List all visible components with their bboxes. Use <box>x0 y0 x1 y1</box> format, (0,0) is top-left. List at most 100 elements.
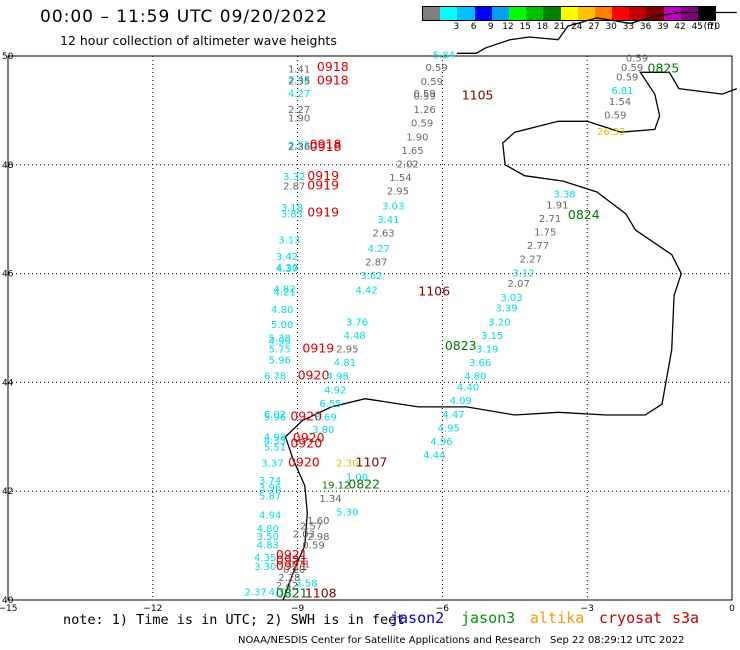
wave-height-value: 3.83 <box>281 210 303 221</box>
wave-height-value: 0.59 <box>616 72 638 83</box>
pass-time-label: 0920 <box>293 430 325 445</box>
longitude-tick-label: −6 <box>436 604 450 614</box>
wave-height-value: 2.48 <box>288 75 310 86</box>
legend-tick-label: 39 <box>657 22 669 32</box>
wave-height-value: 2.57 <box>300 521 322 532</box>
wave-height-value: 3.96 <box>259 483 281 494</box>
wave-height-value: 1.90 <box>406 132 428 143</box>
map-frame <box>7 55 733 601</box>
wave-height-value: 4.80 <box>464 372 486 383</box>
legend-swatch <box>526 7 544 20</box>
wave-height-value: 4.35 <box>254 553 276 564</box>
wave-height-value: 3.32 <box>283 172 305 183</box>
legend-swatch <box>698 7 716 20</box>
wave-height-value: 3.76 <box>346 317 368 328</box>
legend-swatch <box>457 7 475 20</box>
wave-height-value: 6.55 <box>319 399 341 410</box>
wave-height-value: 1.41 <box>288 64 310 75</box>
wave-height-value: 2.95 <box>387 187 409 198</box>
wave-height-value: 5.30 <box>336 508 358 519</box>
wave-height-value: 0.20 <box>283 565 305 576</box>
wave-height-value: 4.40 <box>457 383 479 394</box>
wave-height-value: 3.38 <box>553 189 575 200</box>
wave-height-value: 2.03 <box>293 529 315 540</box>
wave-height-value: 5.96 <box>269 355 291 366</box>
longitude-tick-label: −15 <box>0 604 18 614</box>
wave-height-value: 1.34 <box>319 494 341 505</box>
page-subtitle: 12 hour collection of altimeter wave hei… <box>60 33 337 48</box>
wave-height-value: 1.26 <box>413 105 435 116</box>
wave-height-value: 4.44 <box>423 451 445 462</box>
pass-time-label: 0918 <box>317 59 349 74</box>
wave-height-value: 4.37 <box>276 264 298 275</box>
coastline <box>456 11 737 54</box>
pass-time-label: 0919 <box>302 340 334 355</box>
footer-timestamp: Sep 22 08:29:12 UTC 2022 <box>550 635 685 646</box>
pass-time-label: 0918 <box>310 136 342 151</box>
longitude-tick-label: −12 <box>143 604 162 614</box>
wave-height-value: 4.27 <box>288 89 310 100</box>
wave-height-value: 1.75 <box>534 228 556 239</box>
legend-swatch <box>440 7 458 20</box>
longitude-tick-label: 0 <box>729 604 735 614</box>
wave-height-value: 4.42 <box>356 286 378 297</box>
wave-height-value: 2.55 <box>288 140 310 151</box>
legend-unit-label: (ft) <box>703 22 718 32</box>
wave-height-value: 4.48 <box>343 331 365 342</box>
wave-height-value: 0.59 <box>421 77 443 88</box>
wave-height-value: 2.36 <box>288 142 310 153</box>
latitude-tick-label: 46 <box>2 270 14 280</box>
wave-height-value: 0.59 <box>413 92 435 103</box>
legend-swatch <box>646 7 664 20</box>
legend-tick-label: 33 <box>622 22 635 32</box>
pass-time-label: 0920 <box>298 368 330 383</box>
satellite-jason2-label: jason2 <box>390 609 445 627</box>
pass-time-label: 0920 <box>288 455 320 470</box>
wave-height-value: 4.30 <box>276 263 298 274</box>
wave-height-value: 2.63 <box>372 229 394 240</box>
wave-height-value: 5.51 <box>264 442 286 453</box>
coastline <box>282 71 738 601</box>
wave-height-value: 5.38 <box>269 334 291 345</box>
wave-height-value: 5.75 <box>269 344 291 355</box>
wave-height-value: 4.80 <box>271 305 293 316</box>
latitude-tick-label: 40 <box>2 596 14 606</box>
wave-height-value: 1.91 <box>546 200 568 211</box>
wave-height-value: 0.59 <box>626 53 648 64</box>
pass-time-label: 0823 <box>445 338 477 353</box>
wave-height-value: 4.95 <box>438 423 460 434</box>
wave-height-value: 3.42 <box>276 252 298 263</box>
wave-height-value: 0.59 <box>302 540 324 551</box>
legend-swatch <box>594 7 613 20</box>
wave-height-value: 3.41 <box>377 215 399 226</box>
pass-time-label: 1108 <box>305 585 337 600</box>
wave-height-value: 4.92 <box>324 385 346 396</box>
legend-tick-label: 3 <box>453 22 460 32</box>
legend-tick-label: 9 <box>487 22 494 32</box>
wave-height-value: 2.98 <box>307 532 329 543</box>
wave-height-value: 4.35 <box>264 436 286 447</box>
pass-time-label: 0824 <box>568 207 600 222</box>
wave-height-value: 3.19 <box>476 344 498 355</box>
longitude-tick-label: −3 <box>581 604 594 614</box>
wave-height-value: 4.83 <box>257 540 279 551</box>
latitude-tick-label: 50 <box>2 52 14 62</box>
wave-height-value: 3.03 <box>500 293 522 304</box>
legend-swatch <box>560 7 578 20</box>
pass-time-label: 0919 <box>307 177 339 192</box>
legend-swatch <box>680 7 698 20</box>
wave-height-value: 2.02 <box>397 160 419 171</box>
wave-height-value: 2.37 <box>245 588 267 599</box>
wave-height-value: 19.12 <box>322 480 351 491</box>
wave-height-value: 5.84 <box>433 51 455 62</box>
wave-height-value: 2.77 <box>527 241 549 252</box>
pass-time-label: 0920 <box>290 408 322 423</box>
wave-height-value: 2.87 <box>365 257 387 268</box>
legend-tick-label: 12 <box>502 22 514 32</box>
wave-height-value: 4.96 <box>430 437 452 448</box>
longitude-tick-label: −9 <box>291 604 305 614</box>
wave-height-value: 5.96 <box>264 412 286 423</box>
wave-height-value: 2.87 <box>283 181 305 192</box>
legend-swatch <box>508 7 527 20</box>
